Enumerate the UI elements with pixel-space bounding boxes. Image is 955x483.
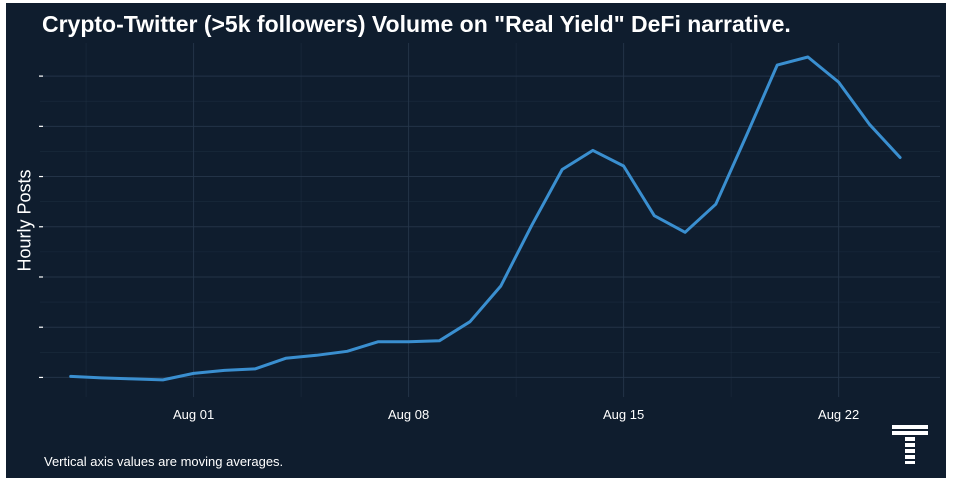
series-layer bbox=[69, 55, 902, 382]
x-tick-label: Aug 01 bbox=[173, 407, 214, 422]
x-tick-label: Aug 22 bbox=[818, 407, 859, 422]
series-line bbox=[69, 55, 902, 382]
chart-caption: Vertical axis values are moving averages… bbox=[44, 454, 284, 469]
x-tick-labels: Aug 01 Aug 08 Aug 15 Aug 22 bbox=[173, 407, 859, 422]
stacked-t-logo-icon bbox=[892, 425, 928, 464]
x-tick-label: Aug 08 bbox=[388, 407, 429, 422]
x-tick-label: Aug 15 bbox=[603, 407, 644, 422]
y-tick-marks bbox=[39, 75, 43, 379]
chart-panel: Aug 01 Aug 08 Aug 15 Aug 22 Crypto-Twitter … bbox=[6, 3, 946, 478]
chart-canvas: Aug 01 Aug 08 Aug 15 Aug 22 bbox=[39, 43, 940, 422]
chart-title: Crypto-Twitter (>5k followers) Volume on… bbox=[42, 11, 791, 37]
y-axis-label: Hourly Posts bbox=[14, 169, 35, 272]
grid-layer bbox=[40, 43, 940, 397]
